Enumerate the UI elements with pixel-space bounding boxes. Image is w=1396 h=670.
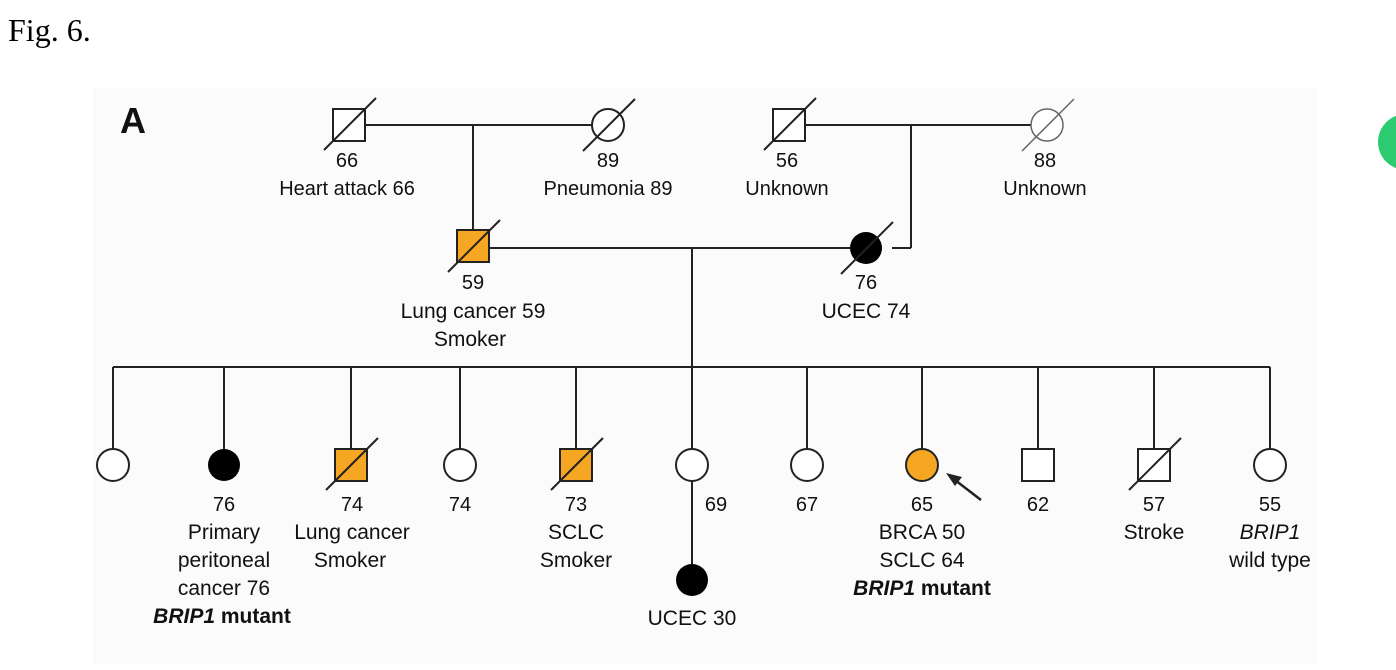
sibling-2-gene: BRIP1 xyxy=(153,605,215,628)
sibling-3-age: 74 xyxy=(341,494,363,516)
father-note-1: Lung cancer 59 xyxy=(401,300,546,323)
niece-note: UCEC 30 xyxy=(648,607,737,630)
figure-label: Fig. 6. xyxy=(8,12,91,48)
father-note-2: Smoker xyxy=(434,328,506,351)
sibling-3-note-1: Lung cancer xyxy=(294,521,410,544)
paternal-grandmother-note: Pneumonia 89 xyxy=(544,178,673,200)
sibling-5-symbol xyxy=(550,437,604,491)
sibling-7-age: 67 xyxy=(796,494,818,516)
maternal-grandmother-symbol xyxy=(1021,98,1075,152)
proband-gene-result: mutant xyxy=(915,577,991,600)
sibling-7-symbol xyxy=(790,448,824,482)
sibling-10-note-1: Stroke xyxy=(1124,521,1185,544)
mother-age: 76 xyxy=(855,272,877,294)
sibling-9-age: 62 xyxy=(1027,494,1049,516)
maternal-grandmother-age: 88 xyxy=(1034,150,1056,172)
sibling-2-symbol xyxy=(208,449,240,481)
maternal-grandfather-age: 56 xyxy=(776,150,798,172)
sibling-5-note-2: Smoker xyxy=(540,549,612,572)
sibling-11-symbol xyxy=(1253,448,1287,482)
sibling-4-age: 74 xyxy=(449,494,471,516)
niece-symbol xyxy=(676,564,708,596)
sibling-6-age: 69 xyxy=(705,494,727,516)
proband-symbol xyxy=(905,448,939,482)
sibling-5-age: 73 xyxy=(565,494,587,516)
proband-note-1: BRCA 50 xyxy=(879,521,965,544)
sibling-3-symbol xyxy=(325,437,379,491)
sibling-3-note-2: Smoker xyxy=(314,549,386,572)
maternal-grandfather-note: Unknown xyxy=(745,178,828,200)
father-age: 59 xyxy=(462,272,484,294)
side-tab-button[interactable] xyxy=(1378,114,1396,170)
paternal-grandfather-symbol xyxy=(323,97,377,151)
proband-note-2: SCLC 64 xyxy=(879,549,965,572)
panel-background xyxy=(93,88,1317,664)
sibling-10-age: 57 xyxy=(1143,494,1165,516)
paternal-grandmother-symbol xyxy=(582,98,636,152)
sibling-11-gene: BRIP1 xyxy=(1240,521,1301,544)
sibling-2-note-1: Primary xyxy=(188,521,261,544)
sibling-9-symbol xyxy=(1021,448,1055,482)
sibling-2-gene-result: mutant xyxy=(215,605,291,628)
proband-age: 65 xyxy=(911,494,933,516)
sibling-5-note-1: SCLC xyxy=(548,521,604,544)
panel-letter: A xyxy=(120,100,146,141)
paternal-grandfather-age: 66 xyxy=(336,150,358,172)
connector-lines xyxy=(112,124,1271,564)
sibling-2-age: 76 xyxy=(213,494,235,516)
sibling-1-symbol xyxy=(96,448,130,482)
sibling-2-note-3: cancer 76 xyxy=(178,577,270,600)
sibling-11-note-2: wild type xyxy=(1228,549,1311,572)
proband-gene-status: BRIP1 mutant xyxy=(853,577,991,600)
sibling-11-age: 55 xyxy=(1259,494,1281,516)
sibling-2-note-2: peritoneal xyxy=(178,549,270,572)
proband-arrow-icon xyxy=(946,473,982,501)
paternal-grandmother-age: 89 xyxy=(597,150,619,172)
mother-symbol xyxy=(840,221,894,275)
sibling-4-symbol xyxy=(443,448,477,482)
sibling-10-symbol xyxy=(1128,437,1182,491)
maternal-grandfather-symbol xyxy=(763,97,817,151)
sibling-6-symbol xyxy=(675,448,709,482)
mother-note-1: UCEC 74 xyxy=(822,300,911,323)
father-symbol xyxy=(447,219,501,273)
maternal-grandmother-note: Unknown xyxy=(1003,178,1086,200)
sibling-2-gene-status: BRIP1 mutant xyxy=(153,605,291,628)
proband-gene: BRIP1 xyxy=(853,577,915,600)
paternal-grandfather-note: Heart attack 66 xyxy=(279,178,415,200)
